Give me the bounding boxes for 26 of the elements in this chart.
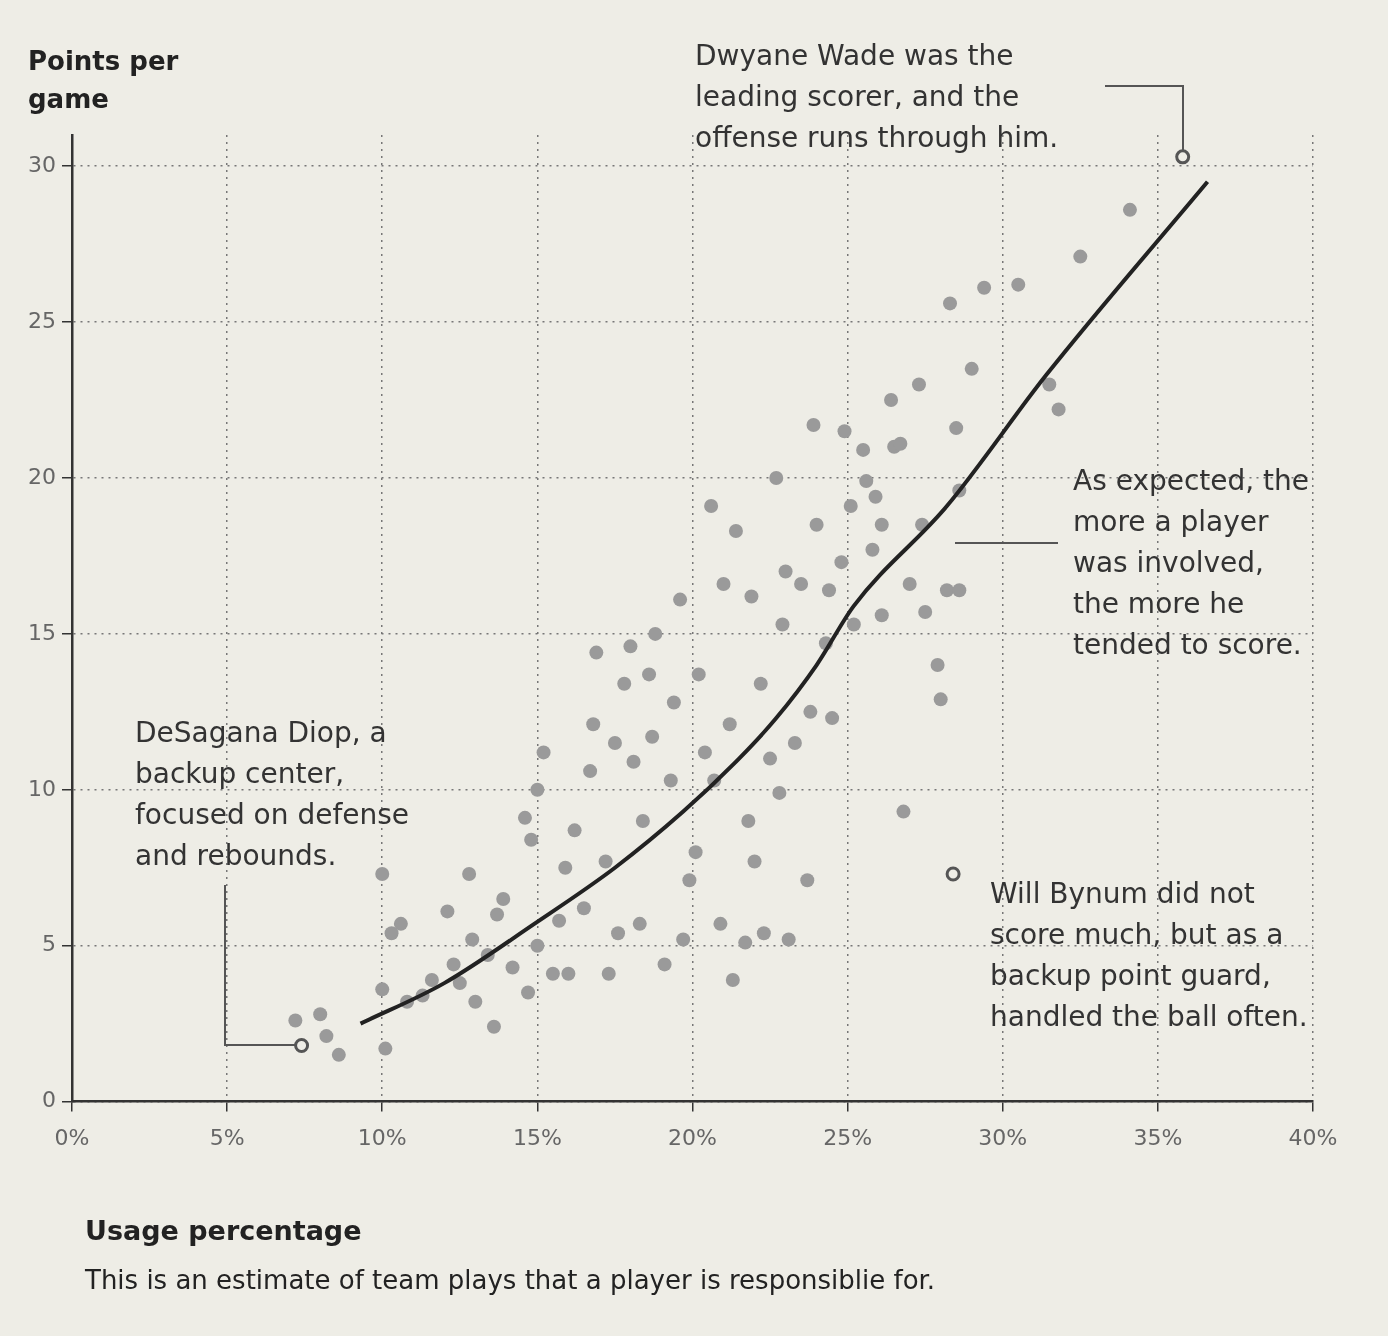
x-tick-label: 0% [54, 1124, 90, 1150]
x-tick-label: 25% [823, 1124, 873, 1150]
point [294, 1037, 310, 1053]
annotation: DeSagana Diop, a backup center, focused on defense and rebounds. [135, 715, 411, 874]
annotation: As expected, the more a player was involved, the more he tended to score. [1073, 463, 1311, 663]
annotation: Will Bynum did not score much, but as a backup point guard, handled the ball often. [990, 876, 1309, 1035]
y-axis-title: Points per game [28, 45, 180, 116]
y-tick-label: 5 [41, 931, 56, 957]
x-tick-label: 40% [1288, 1124, 1338, 1150]
x-tick-label: 30% [978, 1124, 1028, 1150]
y-tick-label: 15 [27, 619, 56, 645]
annotation: Dwyane Wade was the leading scorer, and the offense runs through him. [695, 38, 1060, 156]
y-tick-label: 20 [27, 463, 56, 489]
y-tick-label: 0 [41, 1087, 56, 1113]
x-tick-label: 15% [512, 1124, 562, 1150]
point [945, 866, 961, 882]
y-tick-label: 10 [27, 775, 56, 801]
x-tick-label: 5% [209, 1124, 245, 1150]
y-tick-label: 25 [27, 307, 56, 333]
y-tick-label: 30 [27, 151, 56, 177]
x-tick-label: 10% [357, 1124, 407, 1150]
x-tick-label: 20% [668, 1124, 717, 1150]
x-axis-title: Usage percentage [85, 1215, 362, 1246]
point [1175, 149, 1191, 165]
text: This is an estimate of team plays that a player is responsiblie for. [85, 1265, 936, 1295]
x-tick-label: 35% [1133, 1124, 1183, 1150]
